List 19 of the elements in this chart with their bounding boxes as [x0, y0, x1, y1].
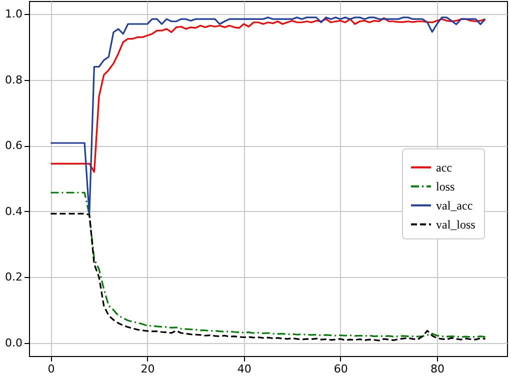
y-tick-label: 0.2: [5, 270, 22, 284]
line-series: [50, 192, 486, 338]
legend-label: loss: [436, 179, 456, 194]
y-tick-label: 0.4: [5, 204, 22, 218]
x-tick-label: 80: [430, 362, 444, 376]
x-tick-label: 20: [140, 362, 155, 376]
y-tick-label: 1.0: [5, 8, 22, 21]
legend-label: val_acc: [436, 198, 473, 212]
legend-label: val_loss: [436, 217, 476, 232]
legend-label: acc: [436, 160, 452, 174]
x-tick-label: 0: [48, 362, 55, 376]
line-series: [50, 17, 486, 173]
y-tick-label: 0.8: [5, 73, 22, 86]
y-tick-label: 0.0: [5, 336, 22, 350]
line-series: [50, 16, 486, 216]
y-tick-label: 0.6: [5, 139, 22, 152]
line-series: [50, 212, 486, 342]
x-tick-label: 60: [334, 362, 348, 376]
x-tick-label: 40: [237, 362, 252, 376]
